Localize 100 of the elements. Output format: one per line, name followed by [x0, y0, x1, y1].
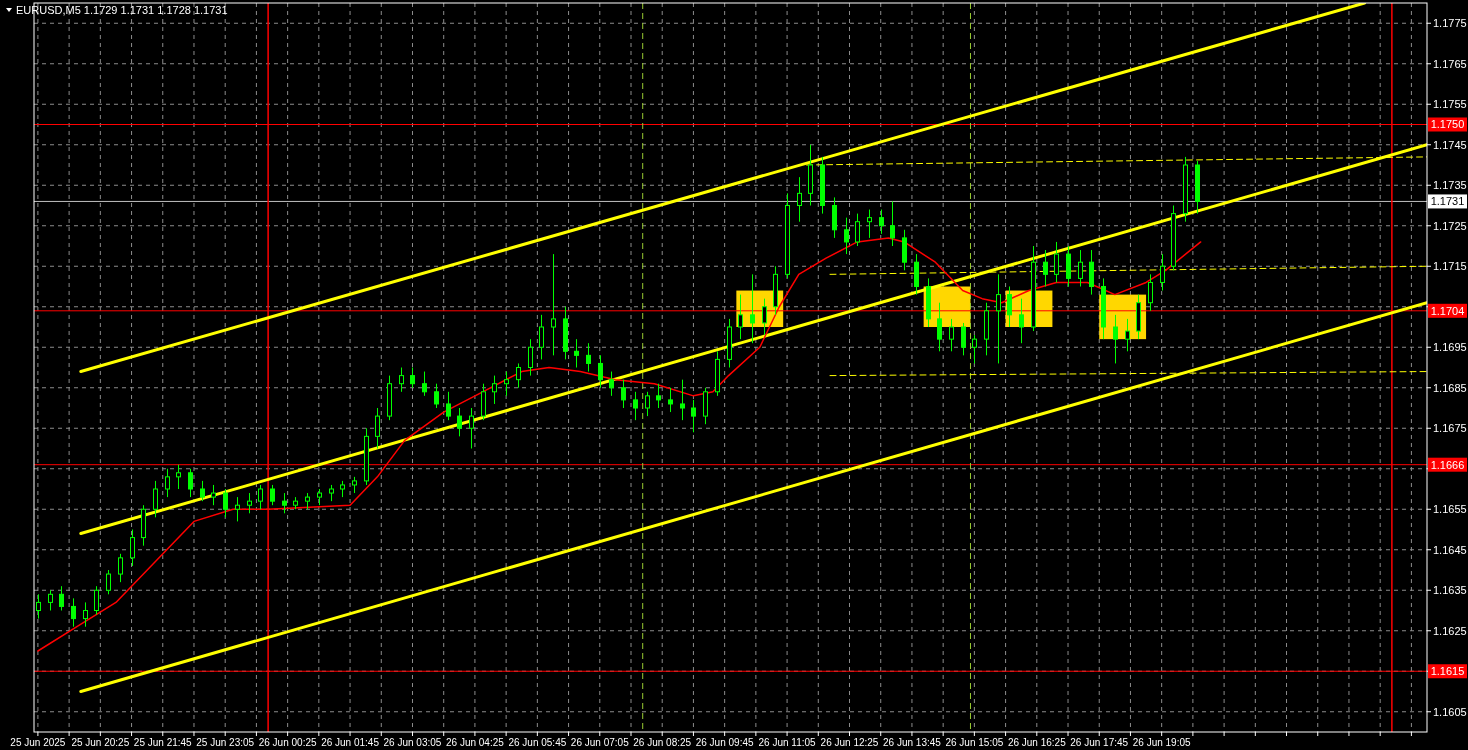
candlestick [691, 399, 696, 433]
y-tick-label: 1.1725 [1433, 219, 1467, 232]
candlestick [668, 387, 673, 413]
x-tick-label: 26 Jun 03:05 [383, 737, 442, 748]
candlestick [469, 407, 474, 449]
candlestick [574, 338, 579, 368]
candlestick [539, 314, 544, 360]
candlestick [282, 492, 287, 514]
candlestick [235, 496, 240, 522]
candlestick [410, 367, 415, 389]
x-tick-label: 26 Jun 12:25 [820, 737, 879, 748]
candlestick [621, 379, 626, 409]
x-tick-label: 26 Jun 16:25 [1007, 737, 1067, 748]
candlestick [1148, 273, 1153, 312]
x-tick-label: 25 Jun 2025 [10, 737, 66, 748]
candlestick [422, 371, 427, 397]
y-tick-label: 1.1695 [1433, 341, 1467, 354]
chart-title: EURUSD,M5 1.1729 1.1731 1.1728 1.1731 [16, 4, 228, 16]
candlestick [176, 464, 181, 490]
y-tick-label: 1.1765 [1433, 57, 1467, 70]
x-tick-label: 25 Jun 23:05 [196, 737, 255, 748]
candlestick [937, 302, 942, 352]
candlestick [504, 371, 509, 397]
candlestick [609, 371, 614, 397]
y-tick-label: 1.1735 [1433, 179, 1467, 192]
candlestick [680, 379, 685, 421]
candlestick [972, 334, 977, 364]
x-tick-label: 26 Jun 00:25 [258, 737, 317, 748]
y-tick-label: 1.1745 [1433, 138, 1467, 151]
candlestick [1054, 241, 1059, 283]
ref-line-label: 1.1750 [1430, 118, 1465, 131]
candlestick [879, 209, 884, 235]
candlestick [165, 468, 170, 498]
candlestick [949, 318, 954, 352]
candlestick [223, 488, 228, 518]
candlestick [1043, 249, 1048, 287]
x-tick-label: 26 Jun 07:05 [570, 737, 630, 748]
ref-line-label: 1.1731 [1430, 195, 1465, 208]
candlestick [867, 209, 872, 239]
x-tick-label: 26 Jun 13:45 [883, 737, 942, 748]
ref-line-label: 1.1615 [1430, 665, 1465, 678]
candlestick [153, 480, 158, 518]
y-tick-label: 1.1635 [1433, 584, 1467, 597]
y-tick-label: 1.1715 [1433, 260, 1467, 273]
candlestick [434, 383, 439, 409]
candlestick [586, 342, 591, 373]
y-tick-label: 1.1625 [1433, 624, 1467, 637]
x-tick-label: 26 Jun 04:25 [446, 737, 505, 748]
candlestick [83, 601, 88, 628]
x-tick-label: 26 Jun 01:45 [321, 737, 380, 748]
candlestick [656, 383, 661, 409]
candlestick [996, 273, 1001, 364]
candlestick [1019, 298, 1024, 344]
candlestick [399, 367, 404, 393]
y-tick-label: 1.1685 [1433, 381, 1467, 394]
candlestick [188, 468, 193, 498]
x-tick-label: 25 Jun 20:25 [71, 737, 130, 748]
candlestick [71, 597, 76, 628]
candlestick [633, 391, 638, 421]
candlestick [516, 362, 521, 389]
y-tick-label: 1.1645 [1433, 543, 1467, 556]
candlestick [36, 593, 41, 620]
candlestick [492, 375, 497, 405]
x-tick-label: 26 Jun 15:05 [945, 737, 1004, 748]
candlestick [48, 589, 53, 611]
candlestick [1160, 253, 1165, 292]
x-tick-label: 25 Jun 21:45 [133, 737, 193, 748]
y-tick-label: 1.1655 [1433, 503, 1467, 516]
candlestick [551, 253, 556, 356]
candlestick [528, 338, 533, 377]
candlestick [59, 585, 64, 611]
y-tick-label: 1.1755 [1433, 98, 1467, 111]
candlestick [598, 354, 603, 389]
candlestick [961, 322, 966, 356]
ref-line-label: 1.1666 [1430, 458, 1465, 471]
candlestick [211, 484, 216, 506]
candlestick [1113, 314, 1118, 364]
candlestick [645, 391, 650, 417]
candlestick [890, 200, 895, 247]
candlestick [258, 484, 263, 510]
x-tick-label: 26 Jun 05:45 [508, 737, 567, 748]
candlestick [106, 569, 111, 595]
candlestick [270, 484, 275, 506]
candlestick [750, 273, 755, 344]
x-tick-label: 26 Jun 19:05 [1132, 737, 1192, 748]
candlestick [1125, 318, 1130, 352]
candlestick [118, 553, 123, 583]
y-tick-label: 1.1775 [1433, 17, 1467, 30]
candlestick [375, 407, 380, 449]
candlestick [855, 213, 860, 247]
candlestick [1007, 286, 1012, 328]
ref-line-label: 1.1704 [1430, 304, 1465, 317]
x-tick-label: 26 Jun 08:25 [633, 737, 692, 748]
candlestick [247, 492, 252, 514]
candlestick [797, 176, 802, 223]
x-tick-label: 26 Jun 17:45 [1070, 737, 1129, 748]
candlestick [1078, 249, 1083, 287]
candlestick [844, 217, 849, 255]
candlestick [457, 407, 462, 437]
y-tick-label: 1.1675 [1433, 422, 1467, 435]
